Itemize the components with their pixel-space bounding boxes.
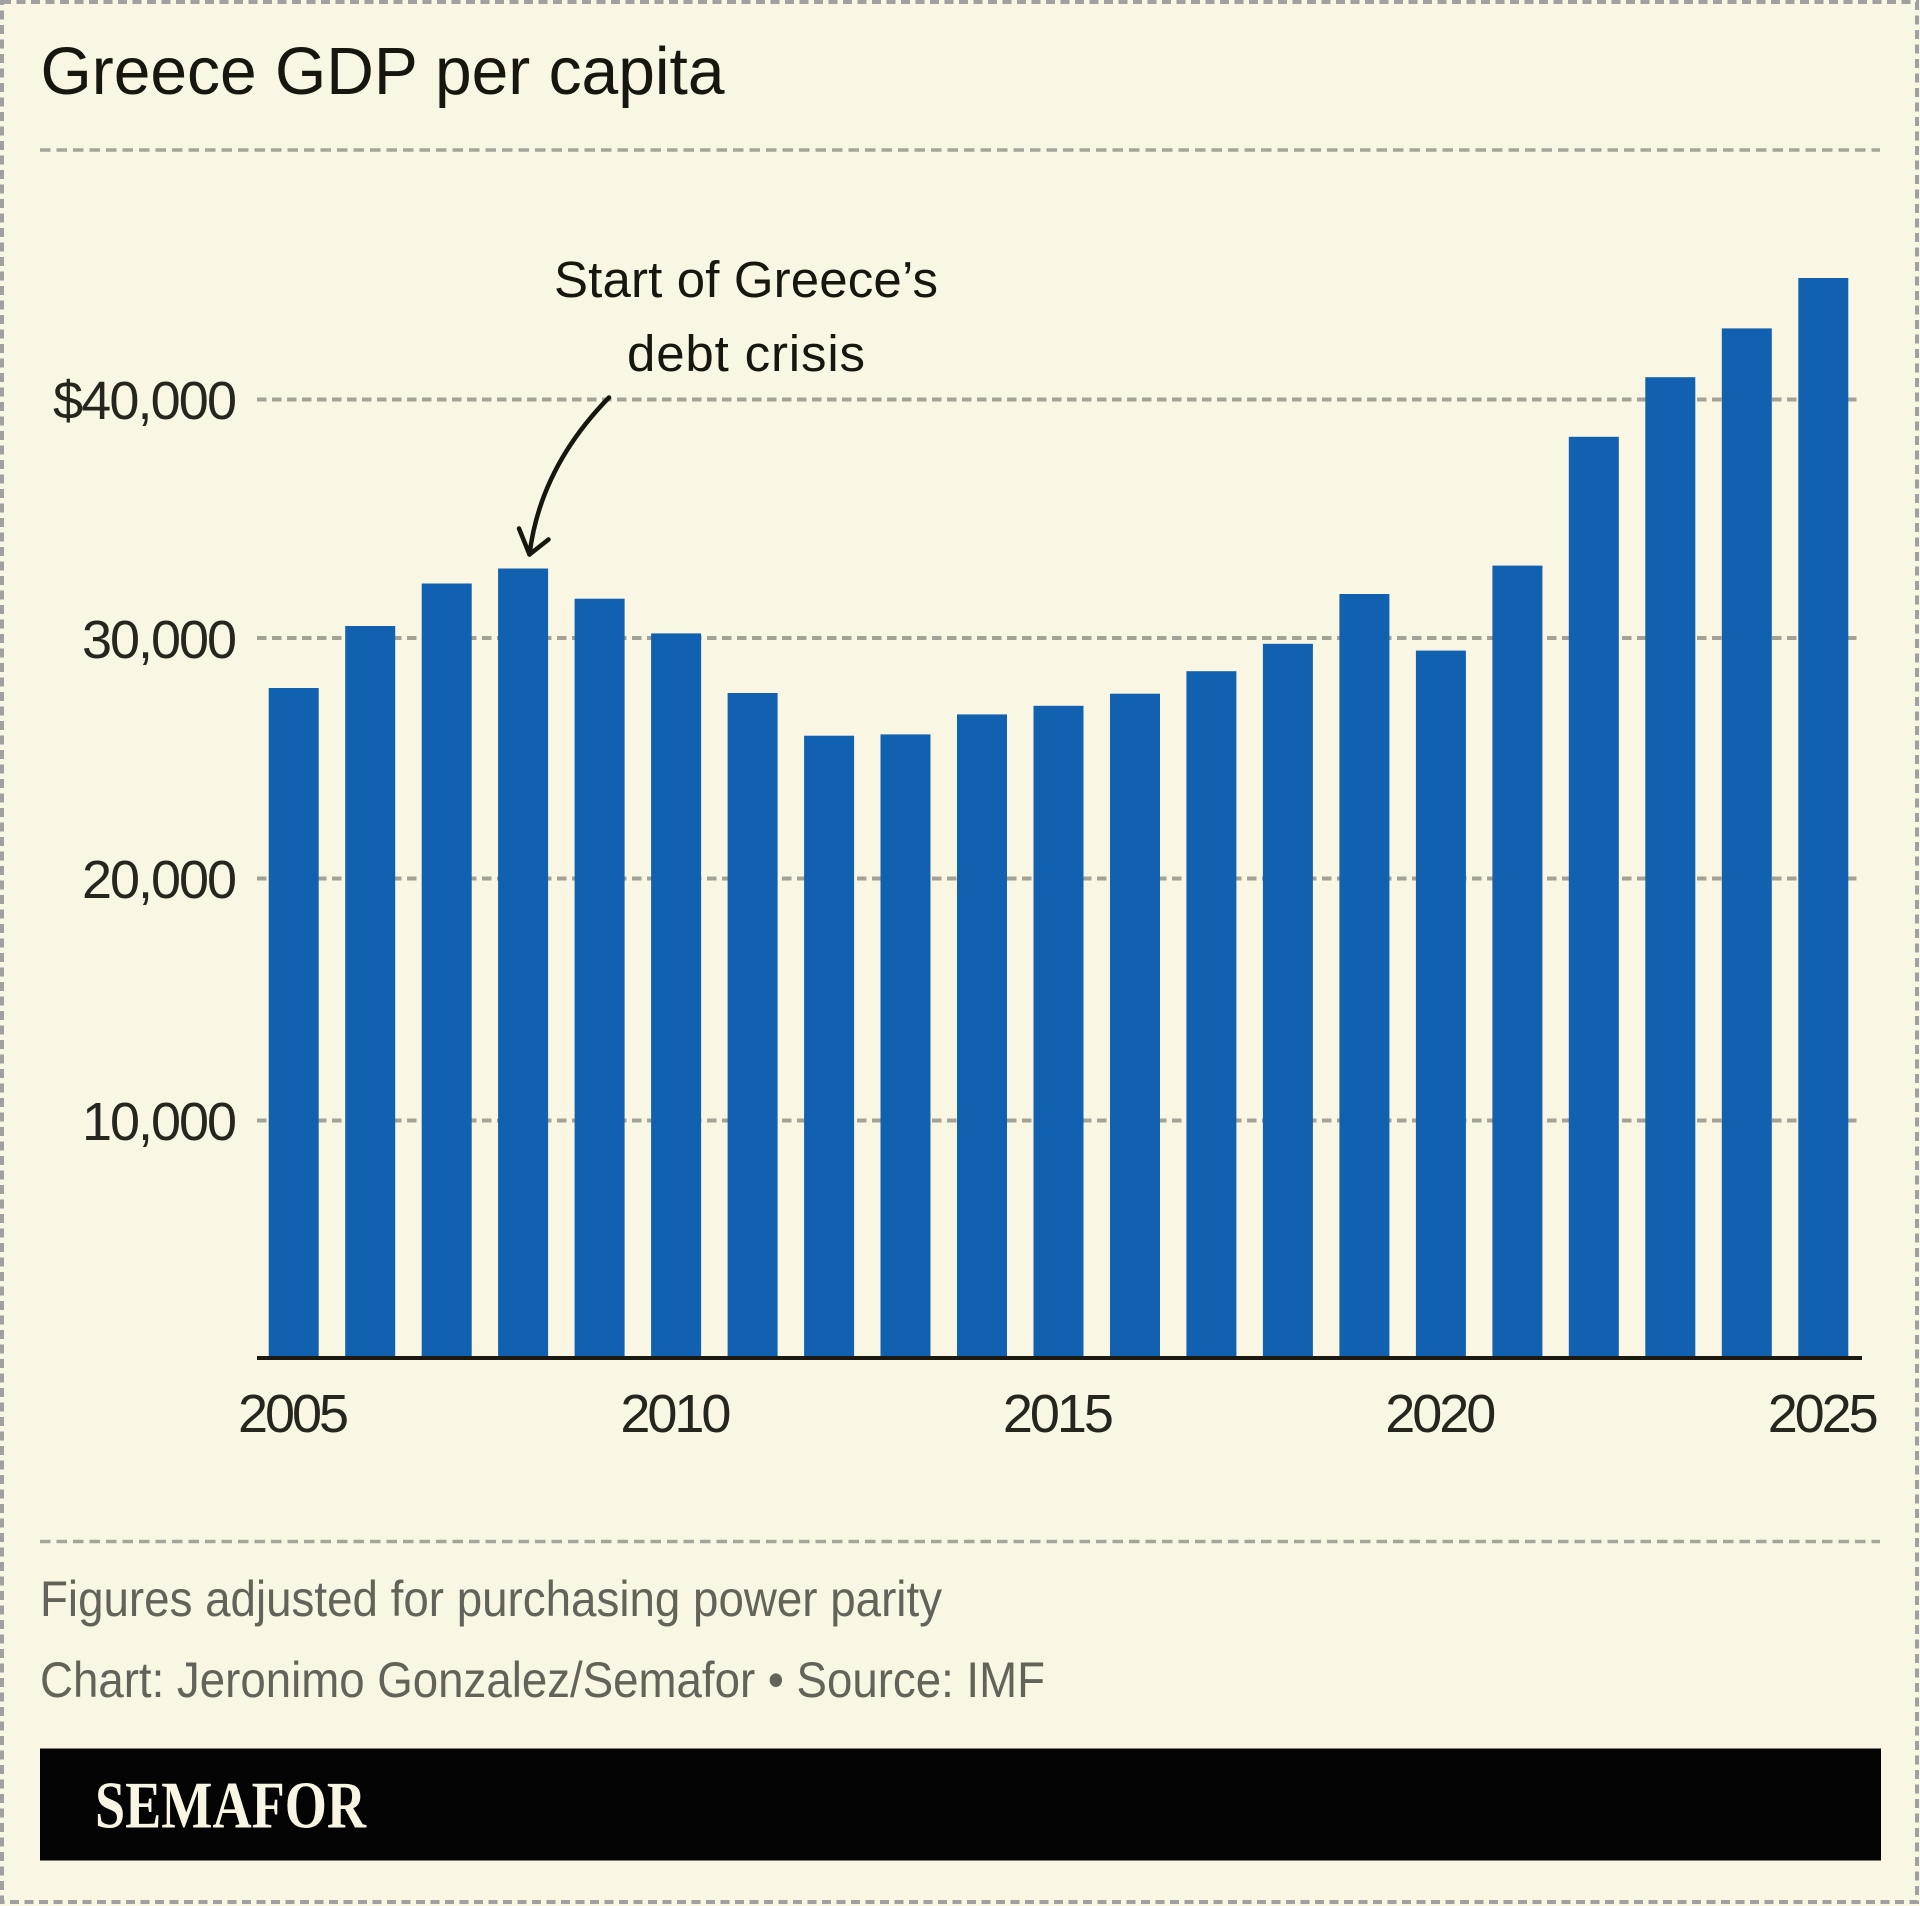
svg-text:debt crisis: debt crisis — [627, 325, 865, 382]
svg-text:2020: 2020 — [1385, 1384, 1496, 1444]
svg-text:Chart: Jeronimo Gonzalez/Semaf: Chart: Jeronimo Gonzalez/Semafor • Sourc… — [40, 1652, 1045, 1708]
svg-text:Start of Greece’s: Start of Greece’s — [554, 251, 938, 308]
svg-text:2015: 2015 — [1003, 1384, 1114, 1444]
svg-text:2005: 2005 — [238, 1384, 349, 1444]
svg-text:Greece GDP per capita: Greece GDP per capita — [41, 34, 726, 109]
svg-text:20,000: 20,000 — [82, 850, 237, 910]
svg-text:2025: 2025 — [1768, 1384, 1879, 1444]
svg-text:SEMAFOR: SEMAFOR — [95, 1769, 366, 1843]
svg-text:10,000: 10,000 — [82, 1092, 237, 1152]
svg-text:Figures adjusted for purchasin: Figures adjusted for purchasing power pa… — [40, 1571, 942, 1627]
svg-text:30,000: 30,000 — [82, 610, 237, 670]
svg-text:$40,000: $40,000 — [53, 371, 237, 431]
svg-text:2010: 2010 — [620, 1384, 731, 1444]
